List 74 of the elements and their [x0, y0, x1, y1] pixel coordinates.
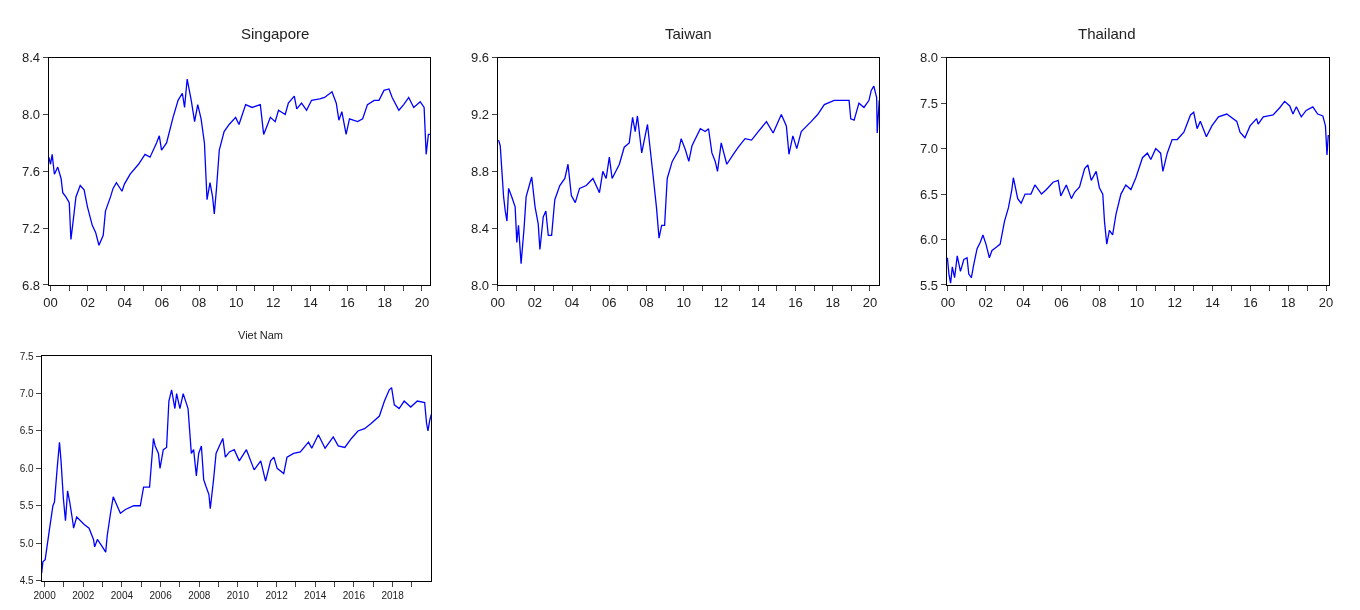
y-tick-label: 4.5 [19, 575, 35, 587]
y-tick-label: 6.5 [19, 425, 35, 437]
x-tick-label: 00 [940, 294, 956, 310]
x-tick-label: 20 [414, 294, 430, 310]
y-tick-label: 6.5 [919, 186, 939, 202]
x-tick-label: 02 [978, 294, 994, 310]
x-tick-label: 20 [862, 294, 878, 310]
x-tick-label: 00 [490, 294, 505, 310]
x-tick-label: 16 [1243, 294, 1258, 310]
x-tick-label: 2002 [72, 589, 95, 601]
x-tick-label: 2006 [149, 589, 173, 601]
y-tick-label: 5.5 [19, 500, 35, 512]
x-tick-label: 18 [1280, 294, 1296, 310]
x-tick-label: 16 [788, 294, 803, 310]
y-tick-label: 8.0 [21, 107, 41, 123]
x-tick-label: 06 [602, 294, 617, 310]
x-tick-label: 12 [266, 294, 281, 310]
y-tick-label: 7.5 [19, 350, 35, 362]
x-tick-label: 02 [80, 294, 95, 310]
x-tick-label: 2000 [33, 589, 57, 601]
x-tick-label: 08 [639, 294, 654, 310]
x-tick-label: 10 [1129, 294, 1145, 310]
line-series [41, 386, 432, 574]
y-tick-label: 8.0 [470, 277, 490, 293]
y-tick-label: 8.0 [919, 50, 939, 66]
y-tick-label: 9.6 [470, 50, 490, 66]
y-tick-label: 7.0 [919, 141, 939, 157]
x-tick-label: 2016 [342, 589, 366, 601]
x-tick-label: 14 [303, 294, 318, 310]
y-tick-label: 7.6 [21, 163, 41, 179]
x-tick-label: 18 [825, 294, 840, 310]
x-tick-label: 2012 [265, 589, 289, 601]
chart-title: Viet Nam [238, 329, 284, 341]
x-tick-label: 2018 [381, 589, 405, 601]
x-tick-label: 2004 [110, 589, 134, 601]
y-tick-label: 9.2 [470, 107, 490, 123]
x-tick-label: 02 [527, 294, 543, 310]
y-tick-label: 5.5 [919, 277, 939, 293]
x-tick-label: 12 [1167, 294, 1183, 310]
y-tick-label: 5.0 [19, 537, 35, 549]
y-tick-label: 7.5 [919, 95, 939, 111]
x-tick-label: 2014 [304, 589, 327, 601]
x-tick-label: 12 [713, 294, 729, 310]
y-tick-label: 7.0 [19, 388, 35, 400]
y-tick-label: 6.8 [21, 277, 41, 293]
x-tick-label: 06 [154, 294, 170, 310]
y-tick-label: 8.8 [470, 163, 490, 179]
line-series [946, 100, 1329, 284]
y-tick-label: 6.0 [919, 232, 939, 248]
x-tick-label: 20 [1318, 294, 1334, 310]
y-tick-label: 6.0 [19, 462, 35, 474]
y-tick-label: 7.2 [21, 220, 41, 236]
y-tick-label: 8.4 [21, 50, 41, 66]
x-tick-label: 14 [1205, 294, 1220, 310]
x-tick-label: 18 [377, 294, 392, 310]
x-tick-label: 08 [191, 294, 207, 310]
x-tick-label: 00 [43, 294, 58, 310]
chart-title: Taiwan [665, 25, 712, 42]
x-tick-label: 16 [340, 294, 355, 310]
x-tick-label: 2008 [188, 589, 211, 601]
x-tick-label: 04 [1016, 294, 1031, 310]
x-tick-label: 08 [1091, 294, 1107, 310]
x-tick-label: 14 [751, 294, 766, 310]
line-series [497, 85, 880, 265]
x-tick-label: 10 [228, 294, 244, 310]
chart-title: Singapore [241, 25, 310, 42]
line-series [48, 78, 431, 246]
x-tick-label: 06 [1054, 294, 1069, 310]
x-tick-label: 04 [564, 294, 580, 310]
x-tick-label: 04 [117, 294, 132, 310]
x-tick-label: 10 [676, 294, 692, 310]
y-tick-label: 8.4 [470, 220, 490, 236]
x-tick-label: 2010 [226, 589, 250, 601]
chart-title: Thailand [1078, 25, 1136, 42]
